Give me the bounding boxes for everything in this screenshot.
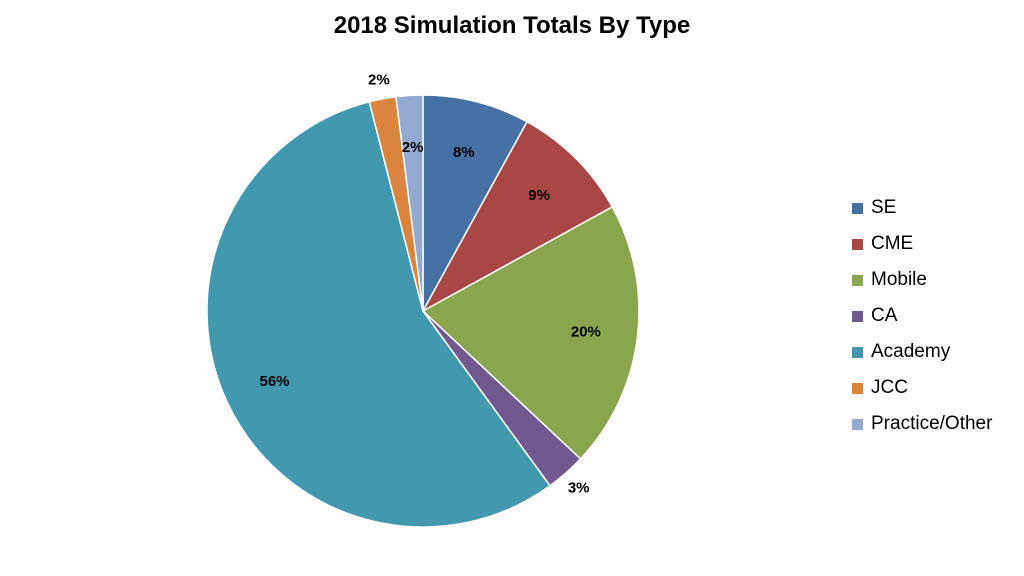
- legend-swatch: [852, 418, 863, 430]
- legend-label: CME: [871, 233, 914, 254]
- pie-slice-se: [422, 94, 528, 312]
- legend-label: Academy: [871, 341, 951, 362]
- legend-item-jcc: JCC: [852, 370, 992, 406]
- legend: SE CME Mobile CA Academy JCC Practice/Other: [852, 190, 992, 442]
- legend-swatch: [852, 310, 863, 322]
- legend-swatch: [852, 274, 863, 286]
- legend-item-se: SE: [852, 190, 992, 226]
- data-label-ca: 3%: [568, 480, 590, 497]
- legend-item-mobile: Mobile: [852, 262, 992, 298]
- legend-item-academy: Academy: [852, 334, 992, 370]
- legend-label: JCC: [871, 377, 908, 398]
- legend-item-ca: CA: [852, 298, 992, 334]
- legend-label: Mobile: [871, 269, 927, 290]
- pie-slice-practice-other: [395, 94, 424, 312]
- legend-label: Practice/Other: [871, 413, 993, 434]
- pie-slice-cme: [422, 120, 614, 312]
- legend-label: SE: [871, 197, 897, 218]
- legend-item-practice-other: Practice/Other: [852, 406, 992, 442]
- legend-swatch: [852, 382, 863, 394]
- chart-title: 2018 Simulation Totals By Type: [333, 12, 691, 39]
- data-label-practice-other: 2%: [402, 139, 424, 156]
- legend-swatch: [852, 238, 863, 250]
- data-label-academy: 56%: [259, 373, 289, 390]
- data-label-cme: 9%: [528, 187, 550, 204]
- legend-item-cme: CME: [852, 226, 992, 262]
- data-label-se: 8%: [453, 144, 475, 161]
- pie-slice-mobile: [422, 206, 640, 460]
- data-label-mobile: 20%: [571, 324, 601, 341]
- pie-slice-academy: [206, 101, 551, 528]
- legend-swatch: [852, 202, 863, 214]
- data-label-jcc: 2%: [368, 72, 390, 89]
- legend-swatch: [852, 346, 863, 358]
- legend-label: CA: [871, 305, 898, 326]
